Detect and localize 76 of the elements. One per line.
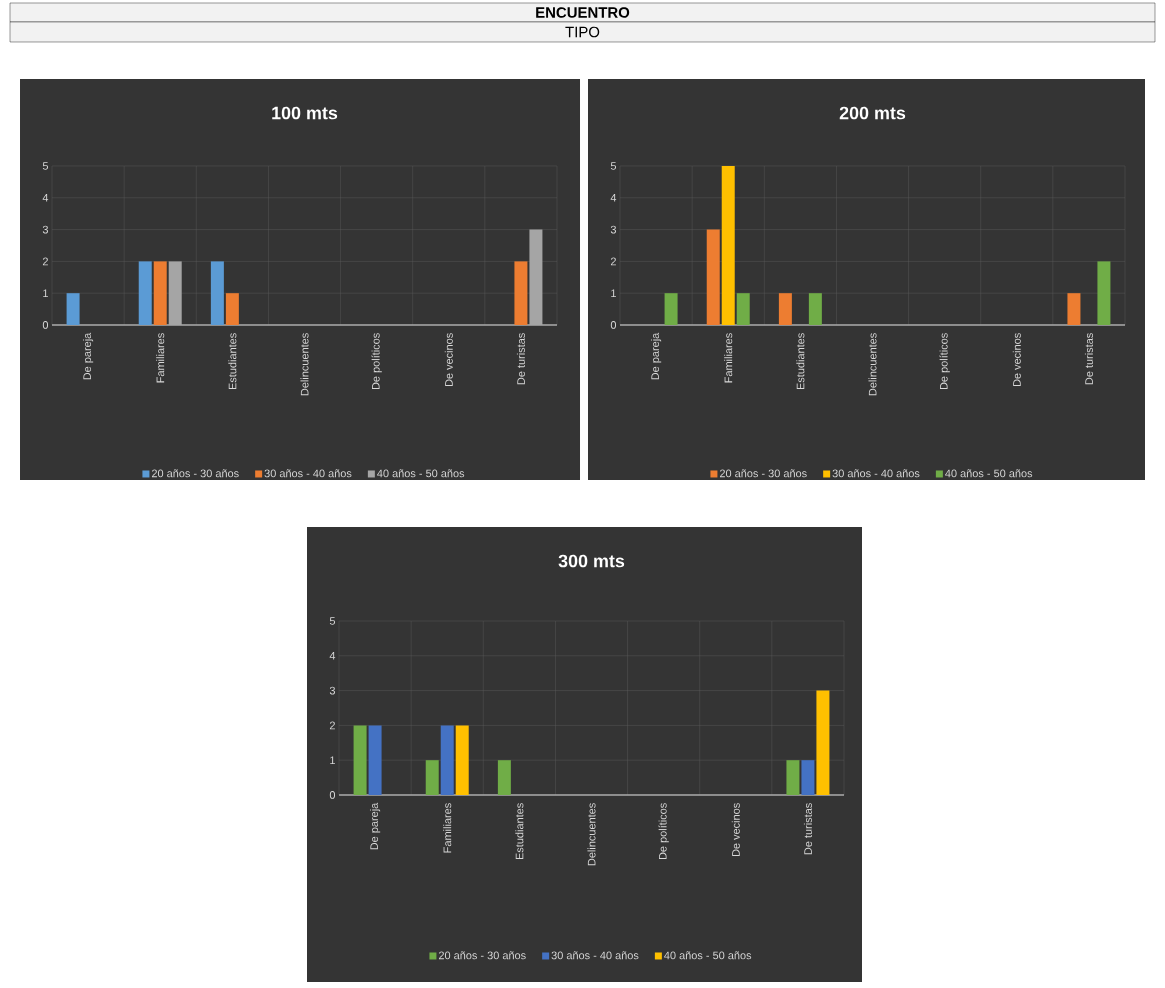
legend-label: 30 años - 40 años	[551, 951, 639, 960]
legend-label: 40 años - 50 años	[664, 951, 752, 960]
bar	[816, 690, 830, 795]
x-tick-label: Familiares	[156, 333, 165, 383]
x-tick-label: De vecinos	[1012, 333, 1021, 387]
y-tick-label: 4	[42, 194, 49, 202]
bar	[664, 293, 678, 325]
legend-label: 30 años - 40 años	[264, 469, 352, 478]
bar	[66, 293, 80, 325]
x-tick-label: De turistas	[1084, 333, 1093, 385]
bar	[440, 725, 454, 795]
bar	[497, 760, 511, 795]
bar	[801, 760, 815, 795]
y-tick-label: 5	[610, 162, 617, 170]
legend-label: 40 años - 50 años	[945, 469, 1033, 478]
x-tick-label: Delincuentes	[300, 333, 309, 396]
y-tick-label: 3	[42, 225, 48, 234]
bar	[736, 293, 750, 325]
y-tick-label: 1	[43, 289, 48, 297]
y-tick-label: 0	[42, 321, 49, 329]
x-tick-label: De vecinos	[444, 333, 453, 387]
bar	[225, 293, 239, 325]
legend-label: 20 años - 30 años	[438, 951, 526, 960]
chart-title: 300 mts	[558, 554, 625, 568]
x-tick-label: De turistas	[516, 333, 525, 385]
y-tick-label: 0	[610, 321, 617, 329]
bar	[808, 293, 822, 325]
legend-label: 40 años - 50 años	[377, 469, 465, 478]
x-tick-label: De pareja	[369, 802, 381, 850]
y-tick-label: 3	[610, 225, 617, 234]
y-tick-label: 2	[42, 257, 48, 266]
x-tick-label: De políticos	[658, 803, 669, 860]
bar	[514, 261, 528, 325]
x-tick-label: Delincuentes	[868, 333, 877, 396]
legend-label: 20 años - 30 años	[151, 469, 239, 478]
legend-label: 20 años - 30 años	[719, 469, 807, 478]
bar	[210, 261, 224, 325]
chart-title: 100 mts	[272, 106, 338, 120]
bar	[353, 725, 367, 795]
y-tick-label: 4	[329, 652, 336, 660]
bar	[425, 760, 439, 795]
bar	[706, 229, 720, 325]
bar	[138, 261, 152, 325]
y-tick-label: 4	[610, 194, 617, 202]
bar	[368, 725, 382, 795]
x-tick-label: Familiares	[724, 333, 733, 383]
x-tick-label: Estudiantes	[515, 803, 524, 860]
x-tick-label: De políticos	[371, 333, 382, 390]
x-tick-label: De políticos	[939, 333, 950, 390]
y-tick-label: 3	[329, 686, 335, 695]
legend-label: 30 años - 40 años	[832, 469, 920, 478]
x-tick-label: Delincuentes	[587, 803, 596, 866]
x-tick-label: Familiares	[443, 803, 452, 853]
y-tick-label: 1	[330, 756, 335, 764]
bar	[455, 725, 469, 795]
y-tick-label: 5	[42, 162, 49, 170]
bar	[786, 760, 800, 795]
y-tick-label: 0	[329, 791, 336, 799]
bar	[721, 165, 735, 325]
x-tick-label: De pareja	[82, 332, 94, 380]
bar	[153, 261, 167, 325]
x-tick-label: De pareja	[650, 332, 662, 380]
x-tick-label: Estudiantes	[796, 333, 805, 390]
x-tick-label: De turistas	[803, 803, 812, 855]
x-tick-label: Estudiantes	[228, 333, 237, 390]
y-tick-label: 2	[329, 721, 335, 730]
x-tick-label: De vecinos	[731, 803, 740, 857]
y-tick-label: 2	[610, 257, 616, 266]
chart-title: 200 mts	[839, 106, 906, 120]
bar	[778, 293, 792, 325]
text: ENCUENTRO	[536, 7, 630, 18]
y-tick-label: 1	[611, 289, 616, 297]
text: TIPO	[565, 26, 600, 38]
bar	[1067, 293, 1081, 325]
y-tick-label: 5	[329, 617, 336, 625]
bar	[1097, 261, 1111, 325]
